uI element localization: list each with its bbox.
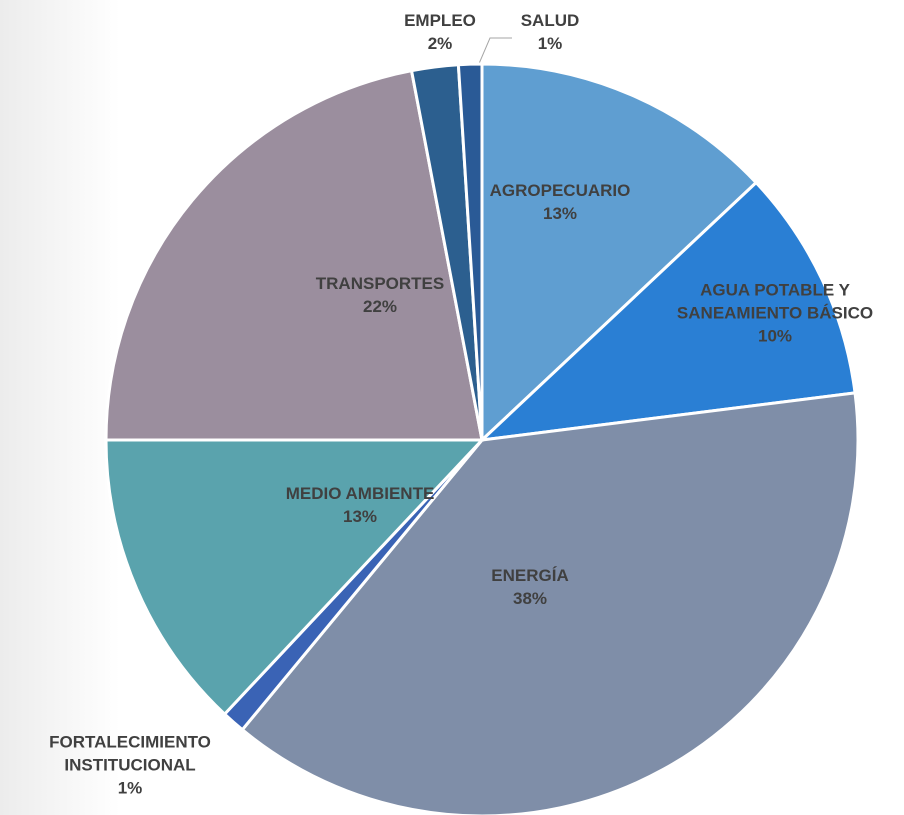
pie-slice bbox=[240, 391, 860, 815]
value-label: 22% bbox=[362, 297, 398, 316]
data-label: AGROPECUARIO 13% bbox=[460, 179, 660, 225]
value-label: 13% bbox=[542, 204, 578, 223]
data-label: FORTALECIMIENTO INSTITUCIONAL 1% bbox=[10, 731, 250, 800]
category-label: SALUD bbox=[520, 11, 580, 30]
category-label: TRANSPORTES bbox=[315, 274, 445, 293]
value-label: 38% bbox=[512, 589, 548, 608]
data-label: MEDIO AMBIENTE 13% bbox=[250, 482, 470, 528]
category-label: AGROPECUARIO bbox=[489, 181, 631, 200]
value-label: 13% bbox=[342, 507, 378, 526]
pie-slice bbox=[104, 68, 484, 442]
value-label: 10% bbox=[757, 326, 793, 346]
value-label: 1% bbox=[537, 34, 563, 53]
category-label: ENERGÍA bbox=[491, 566, 569, 585]
data-label: AGUA POTABLE Y SANEAMIENTO BÁSICO 10% bbox=[640, 279, 904, 348]
data-label: TRANSPORTES 22% bbox=[280, 272, 480, 318]
value-label: 1% bbox=[117, 778, 143, 798]
category-label: AGUA POTABLE Y SANEAMIENTO BÁSICO bbox=[676, 280, 874, 323]
value-label: 2% bbox=[427, 34, 453, 53]
category-label: FORTALECIMIENTO INSTITUCIONAL bbox=[49, 732, 211, 775]
pie-slice bbox=[480, 62, 759, 444]
data-label: ENERGÍA 38% bbox=[430, 564, 630, 610]
data-label: EMPLEO 2% bbox=[380, 9, 500, 55]
category-label: MEDIO AMBIENTE bbox=[285, 484, 435, 503]
pie-slice bbox=[104, 438, 486, 717]
pie-slice bbox=[477, 180, 857, 443]
data-label: SALUD 1% bbox=[490, 9, 610, 55]
leader-line bbox=[477, 37, 512, 67]
pie-slice bbox=[456, 62, 484, 441]
category-label: EMPLEO bbox=[404, 11, 476, 30]
